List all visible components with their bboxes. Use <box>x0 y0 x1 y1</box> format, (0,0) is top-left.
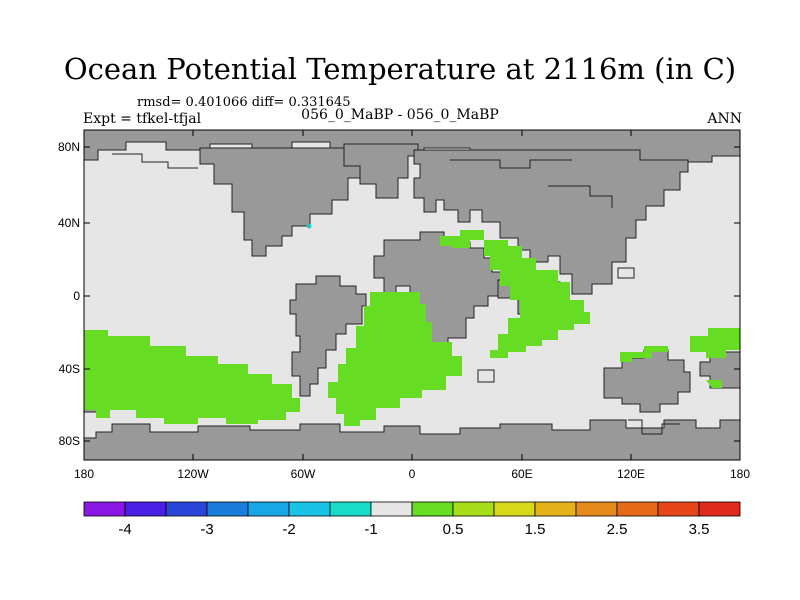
colorbar: -4 -3 -2 -1 0.5 1.5 2.5 3.5 <box>83 501 741 538</box>
cyan-anomaly-point <box>306 223 312 229</box>
map-panel: 80N 40N 0 40S 80S 180 120W 60W 0 60E 120… <box>58 129 750 481</box>
colorbar-box-12 <box>534 501 577 517</box>
colorbar-label-minus-2: -2 <box>282 521 295 538</box>
colorbar-box-13 <box>575 501 618 517</box>
colorbar-box-7 <box>329 501 372 517</box>
north-america-land <box>199 147 363 257</box>
plot-title: Ocean Potential Temperature at 2116m (in… <box>63 52 737 86</box>
season-label: ANN <box>707 111 742 127</box>
colorbar-label-0-5: 0.5 <box>443 521 464 538</box>
lon-label-180-left: 180 <box>74 467 94 481</box>
southern-ocean-pacific-anomaly <box>84 330 300 424</box>
colorbar-label-3-5: 3.5 <box>689 521 710 538</box>
tasman-anomaly <box>706 380 722 388</box>
colorbar-box-9 <box>411 501 454 517</box>
rmsd-diff-stats: rmsd= 0.401066 diff= 0.331645 <box>137 95 351 110</box>
lon-label-180-right: 180 <box>730 467 750 481</box>
colorbar-box-3 <box>165 501 208 517</box>
east-pacific-anomaly <box>690 328 740 358</box>
colorbar-box-5 <box>247 501 290 517</box>
lon-label-60w: 60W <box>291 467 316 481</box>
colorbar-label-2-5: 2.5 <box>607 521 628 538</box>
colorbar-box-11 <box>493 501 536 517</box>
lon-label-120w: 120W <box>177 467 209 481</box>
antarctic-fringe-anomaly <box>224 392 260 416</box>
colorbar-box-8 <box>370 501 413 517</box>
antarctica-land <box>83 419 741 461</box>
lon-label-60e: 60E <box>511 467 532 481</box>
latitude-labels: 80N 40N 0 40S 80S <box>58 140 80 448</box>
lat-label-0: 0 <box>73 289 80 303</box>
land-masks <box>83 129 741 461</box>
longitude-labels: 180 120W 60W 0 60E 120E 180 <box>74 467 750 481</box>
axis-ticks <box>84 130 740 460</box>
colorbar-box-2 <box>124 501 167 517</box>
lon-label-0: 0 <box>409 467 416 481</box>
eurasia-land <box>413 149 689 295</box>
colorbar-box-1 <box>83 501 126 517</box>
colorbar-box-4 <box>206 501 249 517</box>
colorbar-box-14 <box>616 501 659 517</box>
lat-label-80s: 80S <box>59 434 80 448</box>
colorbar-label-minus-1: -1 <box>364 521 377 538</box>
colorbar-box-15 <box>657 501 700 517</box>
africa-land <box>373 231 503 351</box>
south-america-land <box>289 275 367 397</box>
case-label: 056_0_MaBP - 056_0_MaBP <box>301 107 499 123</box>
colorbar-box-16 <box>698 501 741 517</box>
indian-ocean-anomaly <box>484 240 590 358</box>
lat-label-40n: 40N <box>58 216 80 230</box>
lat-label-40s: 40S <box>59 362 80 376</box>
colorbar-label-1-5: 1.5 <box>525 521 546 538</box>
colorbar-box-10 <box>452 501 495 517</box>
colorbar-box-6 <box>288 501 331 517</box>
west-pacific-anomaly <box>620 346 668 362</box>
experiment-label: Expt = tfkel-tfjal <box>83 111 202 127</box>
lat-label-80n: 80N <box>58 140 80 154</box>
positive-anomaly-regions <box>84 230 740 426</box>
south-atlantic-anomaly <box>328 292 462 426</box>
colorbar-label-minus-3: -3 <box>200 521 213 538</box>
colorbar-label-minus-4: -4 <box>118 521 131 538</box>
mediterranean-anomaly <box>440 230 484 248</box>
coastline-details <box>112 153 680 435</box>
lon-label-120e: 120E <box>617 467 645 481</box>
